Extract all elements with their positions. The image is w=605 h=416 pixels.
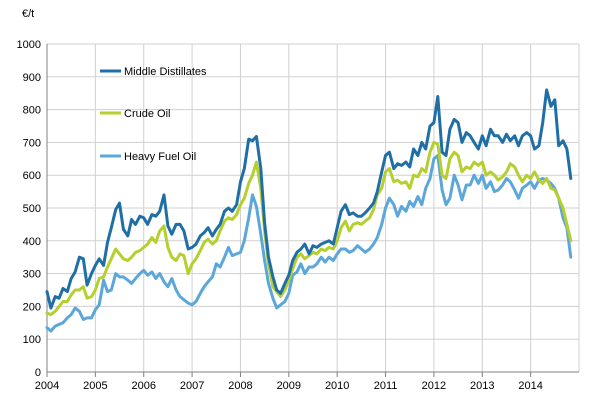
- x-tick-label: 2013: [470, 380, 494, 392]
- legend: Middle Distillates Crude Oil Heavy Fuel Oi…: [100, 66, 207, 163]
- series-line-middle-distillates: [45, 88, 573, 310]
- y-tick-label: 800: [23, 105, 41, 117]
- y-tick-label: 900: [23, 72, 41, 84]
- x-tick-label: 2009: [277, 380, 301, 392]
- x-tick-label: 2012: [422, 380, 446, 392]
- x-tick-label: 2006: [131, 380, 155, 392]
- y-tick-label: 1000: [17, 39, 41, 51]
- x-tick-label: 2005: [83, 380, 107, 392]
- series-line-crude-oil: [45, 140, 573, 317]
- y-tick-label: 700: [23, 137, 41, 149]
- x-tick-label: 2007: [180, 380, 204, 392]
- y-tick-label: 100: [23, 334, 41, 346]
- y-tick-label: 500: [23, 203, 41, 215]
- y-tick-label: 0: [35, 367, 41, 379]
- x-tick-label: 2010: [325, 380, 349, 392]
- y-tick-label: 200: [23, 301, 41, 313]
- y-tick-label: 600: [23, 170, 41, 182]
- y-axis-unit-label: €/t: [22, 8, 34, 20]
- x-tick-label: 2008: [228, 380, 252, 392]
- x-tick-label: 2004: [35, 380, 59, 392]
- series-lines: [45, 88, 573, 333]
- legend-label-middle-distillates: Middle Distillates: [124, 66, 207, 78]
- legend-label-heavy-fuel-oil: Heavy Fuel Oil: [124, 151, 196, 163]
- y-tick-label: 300: [23, 269, 41, 281]
- axes: 0 100 200 300 400 500 600 700 800 900 1000 2004 2005…: [17, 39, 579, 392]
- x-tick-label: 2011: [374, 380, 398, 392]
- y-tick-label: 400: [23, 236, 41, 248]
- series-line-heavy-fuel-oil: [45, 154, 573, 333]
- x-tick-label: 2014: [518, 380, 542, 392]
- grid: [47, 43, 580, 372]
- legend-label-crude-oil: Crude Oil: [124, 108, 170, 120]
